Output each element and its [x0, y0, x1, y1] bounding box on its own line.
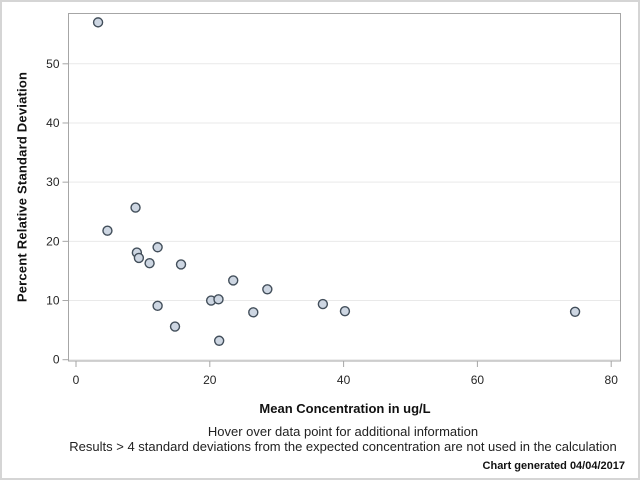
footnote-hover-hint: Hover over data point for additional inf…	[207, 424, 479, 439]
data-point[interactable]	[248, 307, 259, 318]
y-tick-label: 30	[46, 175, 60, 189]
data-point[interactable]	[102, 225, 113, 236]
x-tick-label: 0	[73, 373, 80, 387]
y-tick-label: 20	[46, 234, 60, 248]
y-tick-label: 50	[46, 57, 60, 71]
data-point[interactable]	[152, 300, 163, 312]
data-point[interactable]	[169, 321, 181, 332]
data-point[interactable]	[228, 275, 239, 286]
data-point[interactable]	[213, 294, 224, 305]
footnote-exclusion-rule: Results > 4 standard deviations from the…	[69, 439, 617, 454]
data-point[interactable]	[317, 298, 329, 310]
y-tick-label: 40	[46, 116, 60, 130]
data-point[interactable]	[92, 17, 104, 28]
x-tick-label: 20	[203, 373, 217, 387]
x-tick-label: 60	[471, 373, 485, 387]
data-point[interactable]	[152, 242, 163, 253]
x-tick-label: 80	[605, 373, 619, 387]
chart-generated-date: Chart generated 04/04/2017	[482, 460, 625, 472]
x-tick-label: 40	[337, 373, 351, 387]
data-point[interactable]	[130, 202, 141, 213]
data-point[interactable]	[339, 305, 351, 317]
data-point[interactable]	[262, 284, 273, 295]
x-axis-title: Mean Concentration in ug/L	[259, 401, 431, 416]
y-tick-label: 0	[53, 353, 60, 367]
data-point[interactable]	[569, 306, 581, 317]
data-point[interactable]	[213, 335, 225, 346]
data-point[interactable]	[144, 258, 155, 269]
y-tick-label: 10	[46, 294, 60, 308]
data-point[interactable]	[133, 252, 145, 264]
data-point[interactable]	[175, 259, 187, 270]
plot-frame	[68, 13, 621, 362]
y-axis-title: Percent Relative Standard Deviation	[14, 71, 30, 303]
